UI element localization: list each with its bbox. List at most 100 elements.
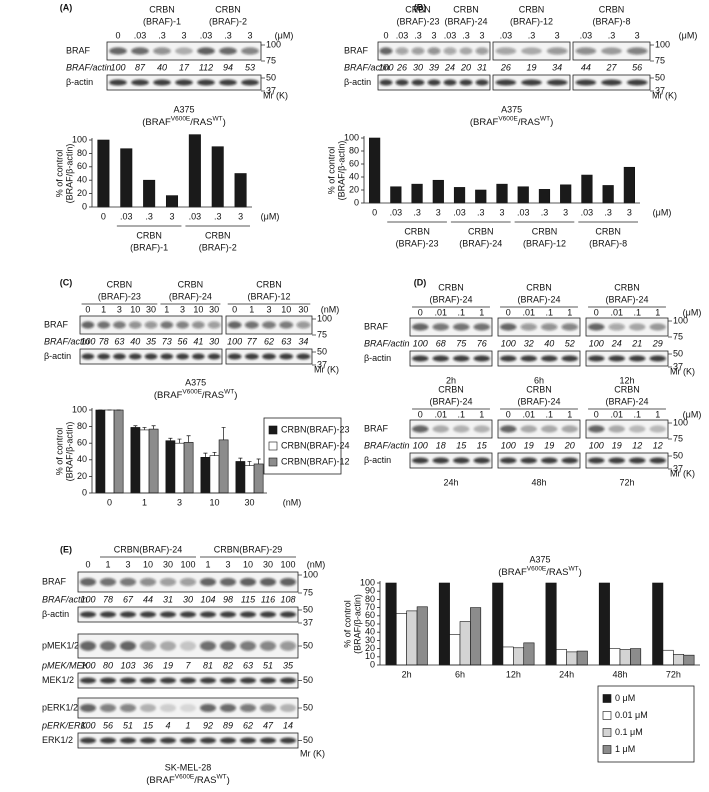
- x-tick-label: 0: [372, 207, 377, 217]
- lane-label: .01: [434, 307, 447, 317]
- x-tick-label: 10: [209, 497, 219, 507]
- bar: [619, 649, 631, 666]
- lane-label: .3: [224, 30, 232, 40]
- band: [200, 641, 216, 651]
- ratio-value: 100: [110, 62, 125, 72]
- lane-label: 3: [431, 30, 436, 40]
- bar: [139, 429, 150, 494]
- mr-label: Mr (K): [300, 748, 325, 758]
- superscript: V600E: [171, 115, 191, 122]
- bar: [165, 195, 179, 208]
- x-tick-label: 3: [177, 497, 182, 507]
- genotype-part: (BRAF: [470, 117, 499, 128]
- band: [128, 321, 142, 329]
- group-title: (BRAF)-23: [396, 16, 439, 26]
- band: [279, 321, 294, 329]
- ratio-value: 100: [413, 338, 428, 348]
- band: [588, 425, 605, 433]
- band: [427, 47, 441, 55]
- ratio-value: 63: [281, 336, 291, 346]
- lane-label: .3: [414, 30, 422, 40]
- bar: [432, 179, 444, 204]
- ratio-value: 52: [565, 338, 575, 348]
- x-tick-label: 24h: [559, 669, 574, 679]
- ratio-value: 80: [103, 660, 113, 670]
- bar: [211, 146, 224, 208]
- genotype-part: ): [550, 117, 553, 128]
- ratio-label: BRAF/actin: [344, 62, 390, 72]
- mw-marker: 50: [303, 640, 313, 650]
- band: [561, 457, 578, 464]
- lane-label: 0: [383, 30, 388, 40]
- unit-label: (nM): [321, 304, 340, 314]
- band: [120, 641, 136, 651]
- bar: [234, 173, 247, 208]
- mw-marker: 50: [673, 450, 683, 460]
- row-label: BRAF: [44, 319, 69, 329]
- ratio-value: 18: [436, 440, 446, 450]
- ratio-value: 100: [589, 440, 604, 450]
- x-tick-label: 3: [169, 211, 174, 221]
- bar: [459, 621, 471, 666]
- band: [140, 704, 156, 712]
- group-title: (BRAF)-24: [605, 396, 648, 406]
- lane-label: 1: [655, 409, 660, 419]
- band: [80, 578, 96, 586]
- band: [296, 321, 311, 329]
- error-bar: [168, 437, 173, 441]
- band: [443, 79, 457, 86]
- ratio-value: 100: [80, 594, 95, 604]
- bar: [602, 185, 614, 204]
- band: [459, 79, 473, 86]
- x-tick-label: .3: [413, 207, 421, 217]
- group-label: (BRAF)-24: [459, 238, 502, 248]
- y-tick-label: 20: [77, 471, 87, 481]
- legend-swatch: [602, 745, 612, 754]
- band: [500, 323, 517, 331]
- ratio-value: 100: [80, 720, 95, 730]
- ratio-value: 78: [99, 336, 109, 346]
- band: [244, 321, 259, 329]
- ratio-value: 44: [143, 594, 153, 604]
- ratio-value: 56: [632, 62, 642, 72]
- x-tick-label: 2h: [402, 669, 412, 679]
- bar: [130, 427, 141, 494]
- genotype: (BRAFV600E/RASWT): [154, 388, 238, 400]
- band: [626, 79, 648, 86]
- band: [500, 457, 517, 464]
- band: [260, 641, 276, 651]
- lane-label: 10: [193, 304, 203, 314]
- lane-label: 0: [506, 409, 511, 419]
- ratio-value: 24: [444, 62, 455, 72]
- blot-box: [409, 317, 493, 337]
- y-tick-label: 0: [370, 659, 375, 669]
- group-title: CRBN: [215, 4, 241, 14]
- bar: [449, 634, 461, 666]
- lane-label: .03: [396, 30, 409, 40]
- ratio-value: 27: [605, 62, 617, 72]
- group-label: (BRAF)-2: [199, 242, 237, 252]
- unit-label: (μM): [275, 30, 294, 40]
- band: [200, 611, 216, 618]
- ratio-value: 100: [413, 440, 428, 450]
- cell-line: A375: [173, 104, 194, 114]
- bar: [523, 642, 535, 666]
- band: [412, 425, 429, 433]
- ratio-value: 14: [283, 720, 293, 730]
- ratio-value: 35: [283, 660, 294, 670]
- band: [100, 578, 116, 586]
- mr-label: Mr (K): [670, 468, 695, 478]
- band: [180, 677, 196, 684]
- lane-label: 10: [281, 304, 291, 314]
- ratio-value: 87: [135, 62, 146, 72]
- time-label: 24h: [443, 477, 458, 487]
- y-tick-label: 40: [77, 454, 87, 464]
- unit-label: (μM): [683, 409, 702, 419]
- ratio-label: BRAF/actin: [44, 336, 90, 346]
- band: [473, 425, 490, 433]
- bar: [492, 582, 504, 666]
- band: [561, 323, 578, 331]
- band: [500, 425, 517, 433]
- mr-label: Mr (K): [652, 90, 677, 100]
- lane-label: 30: [263, 559, 273, 569]
